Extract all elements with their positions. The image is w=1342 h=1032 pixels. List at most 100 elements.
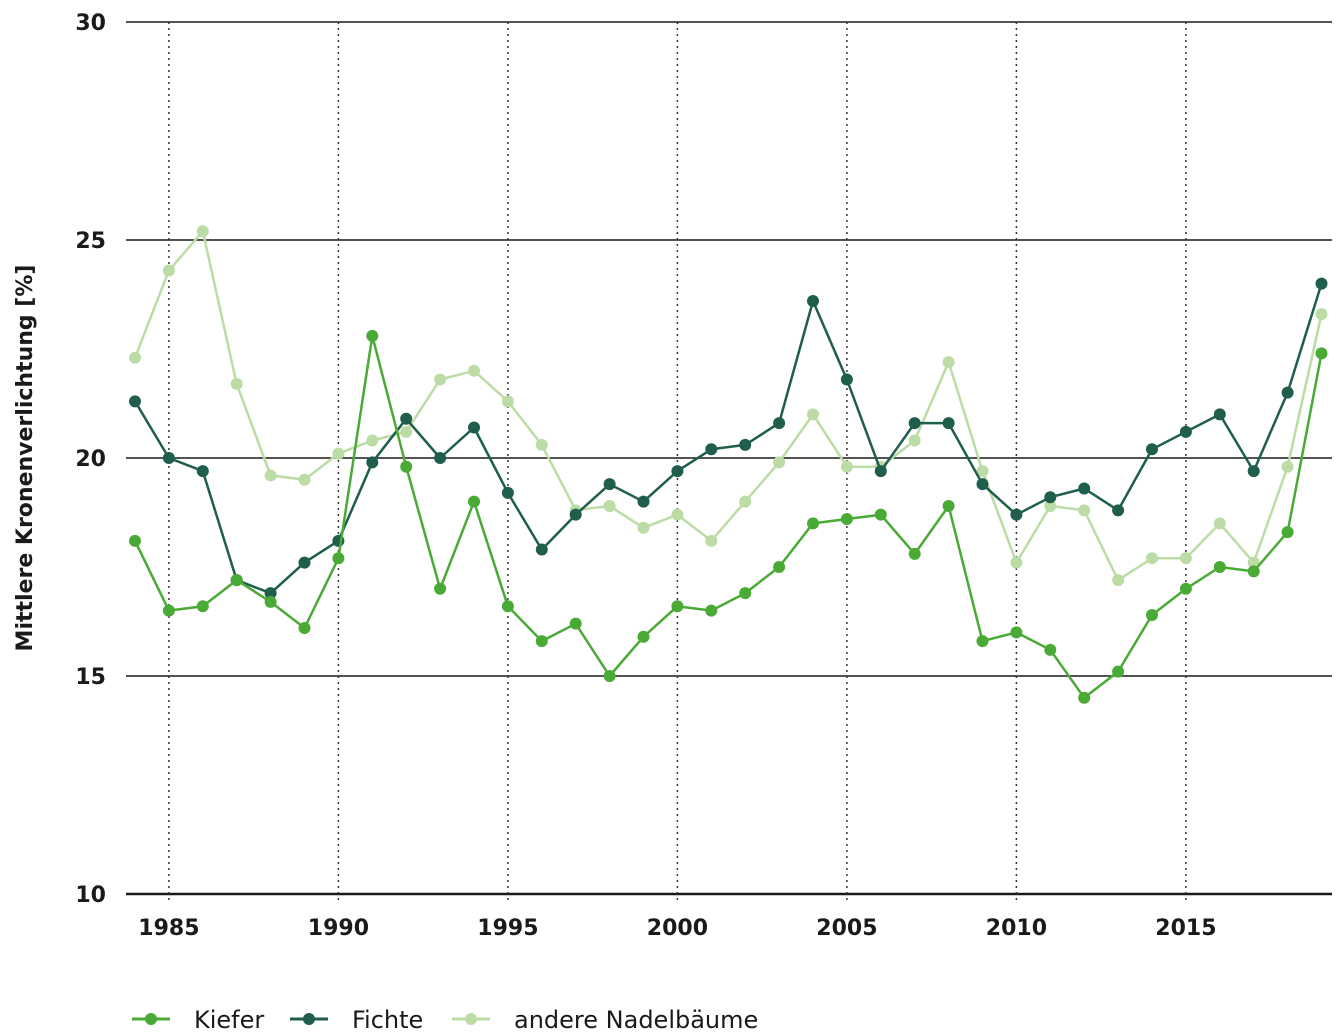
- data-point: [637, 630, 650, 643]
- legend-item: Kiefer: [132, 1006, 264, 1032]
- data-point: [1044, 491, 1057, 504]
- data-point: [1179, 425, 1192, 438]
- x-tick-label: 2015: [1155, 916, 1216, 941]
- data-point: [773, 561, 786, 573]
- data-point: [366, 329, 379, 342]
- legend-label: Kiefer: [194, 1006, 264, 1032]
- data-point: [501, 600, 514, 613]
- data-point: [366, 456, 379, 469]
- legend-marker: [465, 1013, 477, 1025]
- data-point: [400, 425, 413, 438]
- data-point: [739, 587, 752, 600]
- data-point: [162, 604, 175, 617]
- series-line: [133, 334, 1323, 700]
- data-point: [1179, 582, 1192, 595]
- series-line: [133, 283, 1323, 595]
- data-point: [400, 412, 413, 425]
- y-axis-label: Mittlere Kronenverlichtung [%]: [13, 265, 38, 652]
- data-point: [1112, 504, 1125, 517]
- data-point: [1213, 561, 1226, 573]
- data-point: [942, 499, 955, 512]
- data-point: [705, 443, 718, 456]
- data-point: [1213, 408, 1226, 421]
- data-point: [671, 465, 684, 478]
- y-tick-label: 30: [75, 11, 106, 36]
- data-point: [535, 543, 548, 556]
- data-point: [908, 434, 921, 447]
- data-point: [230, 377, 243, 390]
- data-point: [1281, 386, 1294, 399]
- data-point: [196, 465, 209, 478]
- x-tick-label: 2010: [986, 916, 1047, 941]
- data-point: [637, 521, 650, 534]
- x-tick-label: 1985: [138, 916, 199, 941]
- data-point: [874, 508, 887, 521]
- grid: [126, 21, 1332, 904]
- series-area: [129, 225, 1328, 704]
- data-point: [434, 452, 447, 464]
- data-point: [908, 547, 921, 560]
- data-point: [637, 495, 650, 508]
- x-tick-label: 2000: [647, 916, 708, 941]
- data-point: [230, 574, 243, 587]
- data-point: [1281, 526, 1294, 539]
- data-point: [942, 356, 955, 369]
- data-point: [1078, 482, 1091, 495]
- data-point: [1179, 552, 1192, 565]
- data-point: [807, 408, 819, 421]
- data-point: [501, 395, 514, 408]
- data-point: [976, 635, 989, 648]
- data-point: [434, 582, 447, 595]
- data-point: [1247, 556, 1260, 569]
- data-point: [739, 438, 752, 451]
- series-fichte: [129, 277, 1328, 600]
- data-point: [264, 587, 277, 600]
- data-point: [671, 508, 684, 521]
- data-point: [468, 495, 480, 508]
- data-point: [1112, 665, 1125, 678]
- data-point: [129, 351, 141, 364]
- data-point: [840, 460, 853, 473]
- data-point: [1010, 556, 1023, 569]
- axes: 10 15 20 25 30 1985 1990 1995 2000 2005 2010 2015: [75, 11, 1216, 941]
- legend-marker: [303, 1013, 315, 1025]
- data-point: [535, 438, 548, 451]
- data-point: [1315, 347, 1328, 360]
- data-point: [569, 617, 582, 630]
- data-point: [129, 534, 141, 547]
- legend-label: andere Nadelbäume: [514, 1006, 758, 1032]
- data-point: [705, 534, 718, 547]
- data-point: [671, 600, 684, 613]
- data-point: [264, 595, 277, 608]
- data-point: [1315, 277, 1328, 290]
- data-point: [162, 452, 175, 464]
- data-point: [298, 473, 311, 486]
- data-point: [603, 670, 616, 682]
- data-point: [603, 499, 616, 512]
- data-point: [942, 417, 955, 430]
- data-point: [1146, 552, 1158, 565]
- data-point: [840, 513, 853, 526]
- y-tick-label: 10: [75, 883, 106, 908]
- data-point: [196, 225, 209, 238]
- x-tick-label: 1995: [477, 916, 538, 941]
- data-point: [976, 478, 989, 491]
- data-point: [1078, 691, 1091, 704]
- data-point: [434, 373, 447, 386]
- data-point: [1213, 517, 1226, 530]
- data-point: [468, 421, 480, 434]
- data-point: [1315, 308, 1328, 321]
- y-tick-label: 20: [75, 447, 106, 472]
- data-point: [1146, 443, 1158, 456]
- y-tick-label: 25: [75, 229, 106, 254]
- data-point: [298, 556, 311, 569]
- data-point: [1247, 465, 1260, 478]
- data-point: [468, 364, 480, 377]
- data-point: [196, 600, 209, 613]
- data-point: [1010, 508, 1023, 521]
- x-tick-label: 2005: [816, 916, 877, 941]
- legend-label: Fichte: [352, 1006, 423, 1032]
- legend-item: Fichte: [290, 1006, 423, 1032]
- data-point: [332, 447, 345, 460]
